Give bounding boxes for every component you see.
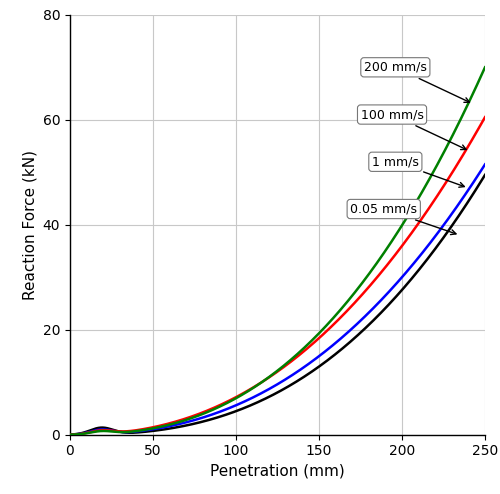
X-axis label: Penetration (mm): Penetration (mm): [210, 464, 345, 479]
Text: 200 mm/s: 200 mm/s: [364, 61, 470, 102]
Text: 100 mm/s: 100 mm/s: [360, 108, 466, 150]
Text: 1 mm/s: 1 mm/s: [372, 155, 464, 187]
Text: 0.05 mm/s: 0.05 mm/s: [350, 203, 456, 235]
Y-axis label: Reaction Force (kN): Reaction Force (kN): [22, 150, 37, 300]
